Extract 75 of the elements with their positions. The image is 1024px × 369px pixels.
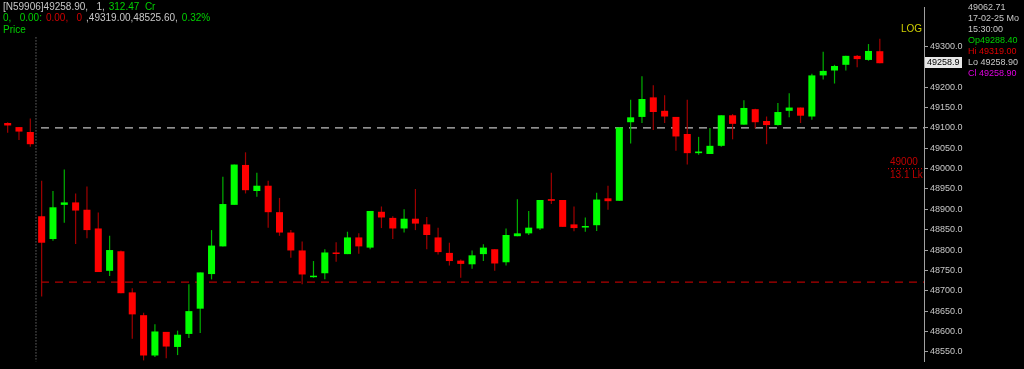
candlestick — [627, 99, 635, 144]
candlestick — [332, 241, 340, 263]
candlestick — [276, 197, 284, 237]
candlestick — [819, 51, 827, 81]
candlestick — [468, 249, 476, 270]
text: Cl 49258.90 — [968, 68, 1017, 79]
candlestick — [638, 75, 646, 124]
text: 17-02-25 Mo — [968, 13, 1020, 24]
candlestick — [661, 94, 669, 124]
candlestick — [411, 188, 419, 231]
ref-line-label: 49000 13.1 Lk — [890, 156, 924, 181]
candlestick — [785, 92, 793, 118]
y-tick-label: 49200.0 — [930, 81, 963, 92]
candlestick — [83, 185, 91, 239]
candlestick — [740, 99, 748, 126]
candlestick — [128, 287, 136, 340]
text: Hi 49319.00 — [968, 46, 1017, 57]
candlestick — [321, 248, 329, 280]
y-tick-label: 49000.0 — [930, 163, 963, 174]
candlestick — [15, 126, 23, 141]
candlestick — [185, 283, 193, 339]
candlestick — [547, 172, 555, 205]
candlestick — [763, 115, 771, 145]
y-tick-label: 49100.0 — [930, 122, 963, 133]
y-tick-label: 48700.0 — [930, 285, 963, 296]
y-tick-label: 48800.0 — [930, 244, 963, 255]
candlestick — [355, 232, 363, 255]
annotation: 312.47 Cr — [108, 1, 156, 12]
y-tick-label: 49300.0 — [930, 40, 963, 51]
candlestick — [26, 117, 34, 148]
y-tick-label: 48550.0 — [930, 346, 963, 357]
candlestick — [876, 38, 884, 64]
y-tick-label: 48600.0 — [930, 325, 963, 336]
candlestick — [672, 116, 680, 152]
candlestick — [457, 258, 465, 279]
annotation: 0.32% — [181, 12, 211, 23]
candlestick — [287, 229, 295, 259]
annotation: 0, 0.00: — [3, 12, 42, 23]
candlestick — [400, 208, 408, 234]
candlestick — [491, 248, 499, 272]
text: 49258.9 — [925, 57, 962, 69]
candlestick — [706, 127, 714, 155]
annotation: ,49319.00,48525.60, — [86, 12, 178, 23]
y-tick-label: 48950.0 — [930, 183, 963, 194]
y-tick-label: 48750.0 — [930, 264, 963, 275]
y-tick-label: 48650.0 — [930, 305, 963, 316]
candlestick — [60, 168, 68, 224]
candlestick — [106, 235, 114, 277]
text: Op49288.40 — [968, 35, 1018, 46]
candlestick — [683, 99, 691, 166]
candlestick — [831, 64, 839, 85]
candlestick — [570, 205, 578, 232]
text: Lo 49258.90 — [968, 57, 1019, 68]
annotation: 0.00, 0 — [45, 12, 83, 23]
text: 15:30:00 — [968, 24, 1004, 35]
candlestick — [649, 84, 657, 131]
candlestick — [434, 227, 442, 256]
y-tick-label: 49050.0 — [930, 142, 963, 153]
candlestick — [162, 331, 170, 359]
y-tick-label: 49150.0 — [930, 102, 963, 113]
annotation: [N59906]49258.90, 1, — [3, 1, 105, 12]
candlestick — [513, 198, 521, 237]
candlestick — [729, 113, 737, 140]
candlestick — [253, 172, 261, 198]
candlestick — [604, 185, 612, 211]
candlestick — [174, 330, 182, 356]
text: LOG — [900, 23, 922, 34]
candlestick — [72, 192, 80, 245]
candlestick — [423, 216, 431, 250]
candlestick — [445, 242, 453, 267]
y-tick-label: 48900.0 — [930, 203, 963, 214]
annotation: Price — [3, 24, 26, 35]
text: 49062.71 — [968, 2, 1006, 13]
candlestick — [389, 215, 397, 240]
y-tick-label: 48850.0 — [930, 224, 963, 235]
